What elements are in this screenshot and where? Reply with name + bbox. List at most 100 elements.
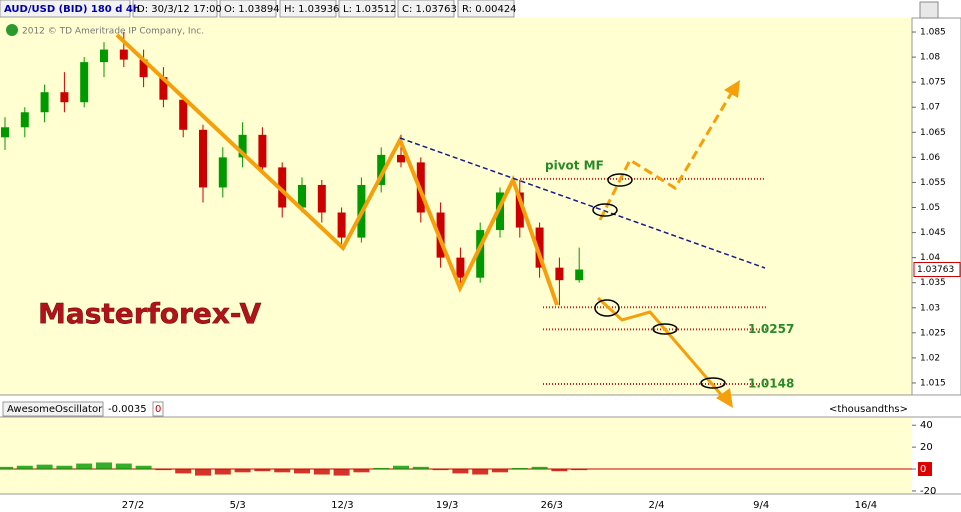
arrow-head: [724, 80, 740, 98]
y-tick-label: 1.06: [920, 153, 940, 163]
y-tick-label: 1.055: [920, 178, 946, 188]
x-tick-label: 16/4: [855, 500, 877, 511]
bear-scenario: [596, 296, 726, 399]
marker: [592, 203, 618, 217]
oscillator-bar: [412, 466, 429, 470]
candle-body: [278, 167, 287, 208]
oscillator-bar: [511, 467, 528, 470]
oscillator-bar: [274, 469, 291, 473]
x-tick-label: 2/4: [648, 500, 664, 511]
high: H: 1.03936: [284, 4, 339, 15]
last-price-label: 1.03763: [917, 265, 954, 275]
candle-body: [555, 267, 564, 281]
candle-body: [199, 129, 207, 188]
unit-label: <thousandths>: [829, 404, 908, 415]
oscillator-bar: [0, 466, 13, 470]
oscillator-bar: [294, 469, 310, 474]
level-label: 1.0257: [748, 322, 794, 336]
y-tick-label: 1.02: [920, 353, 940, 363]
oscillator-bar: [492, 469, 508, 473]
candle-body: [456, 257, 465, 278]
y-tick-label: 1.05: [920, 203, 940, 213]
indicator-name: AwesomeOscillator: [7, 404, 103, 415]
last-price-box: [913, 262, 961, 278]
oscillator-bar: [432, 469, 449, 471]
box: [279, 0, 337, 18]
box: [338, 0, 396, 18]
price-pane: [0, 18, 912, 395]
info-icon: [6, 24, 18, 36]
oscillator-bar: [96, 462, 112, 470]
oscillator-bar: [56, 465, 73, 470]
candle-body: [40, 92, 49, 113]
symbol: AUD/USD (BID) 180 d 4h: [4, 4, 140, 15]
candle-body: [258, 134, 267, 168]
indicator-flag: 0: [155, 404, 161, 415]
marker: [700, 377, 726, 389]
oscillator-bar: [16, 465, 33, 470]
candle-body: [179, 99, 188, 130]
y-tick-label: 1.015: [920, 378, 946, 388]
y-tick-label: 1.085: [920, 28, 946, 38]
oscillator-bar: [155, 469, 172, 471]
candle-body: [159, 77, 168, 100]
y-tick-label: 1.035: [920, 278, 946, 288]
y-tick-label: 1.07: [920, 103, 940, 113]
candle-body: [80, 62, 89, 103]
oscillator-bar: [571, 469, 588, 471]
close: C: 1.03763: [402, 4, 457, 15]
oscillator-bar: [313, 469, 330, 475]
candle-body: [515, 192, 524, 228]
marker: [594, 299, 620, 317]
oscillator-bar: [234, 469, 251, 473]
low: L: 1.03512: [343, 4, 396, 15]
y-tick-label: 0: [920, 464, 926, 475]
candle-body: [20, 112, 29, 128]
candle-body: [397, 154, 405, 163]
candle-body: [476, 230, 485, 278]
oscillator-bar: [175, 469, 192, 474]
candle-body: [139, 59, 148, 78]
candle-body: [535, 227, 544, 268]
oscillator-header: AwesomeOscillator -0.0035 0 <thousandths…: [2, 401, 908, 417]
oscillator-pane: [0, 418, 912, 494]
oscillator-bar: [551, 469, 568, 472]
candle-body: [496, 192, 504, 231]
oscillator-bar: [214, 469, 231, 475]
wave-line: [115, 33, 559, 306]
y-tick-label: 20: [920, 442, 933, 453]
x-tick-label: 27/2: [122, 500, 144, 511]
candle-body: [218, 157, 227, 188]
y-tick-label: 1.025: [920, 328, 946, 338]
candle-body: [298, 184, 306, 208]
y-tick-label: 1.08: [920, 53, 940, 63]
x-tick-label: 12/3: [331, 500, 353, 511]
level-label: 1.0148: [748, 376, 794, 390]
y-tick-label: 1.065: [920, 128, 946, 138]
zero-box: [918, 462, 932, 477]
toolbar: AUD/USD (BID) 180 d 4h D: 30/3/12 17:00 …: [0, 0, 939, 37]
arrow-head: [716, 388, 733, 408]
oscillator-bar: [353, 469, 370, 473]
oscillator-bar: [452, 469, 469, 474]
oscillator-bar: [373, 467, 390, 470]
oscillator-bar: [531, 466, 548, 470]
box: [397, 0, 455, 18]
date: D: 30/3/12 17:00: [137, 4, 222, 15]
oscillator-bar: [115, 463, 132, 470]
box: [219, 0, 277, 18]
box: [0, 0, 131, 18]
drawings: [115, 33, 766, 408]
price-axis: [911, 17, 961, 396]
trend-line: [399, 137, 766, 269]
box: [457, 0, 515, 18]
settings-button[interactable]: [919, 1, 939, 19]
box: [152, 401, 164, 417]
y-tick-label: -20: [920, 486, 936, 497]
candle-body: [337, 212, 346, 238]
candle-body: [575, 269, 584, 281]
annotation: Masterforex-V: [38, 297, 261, 330]
oscillator-bar: [195, 469, 211, 476]
x-tick-label: 5/3: [230, 500, 246, 511]
